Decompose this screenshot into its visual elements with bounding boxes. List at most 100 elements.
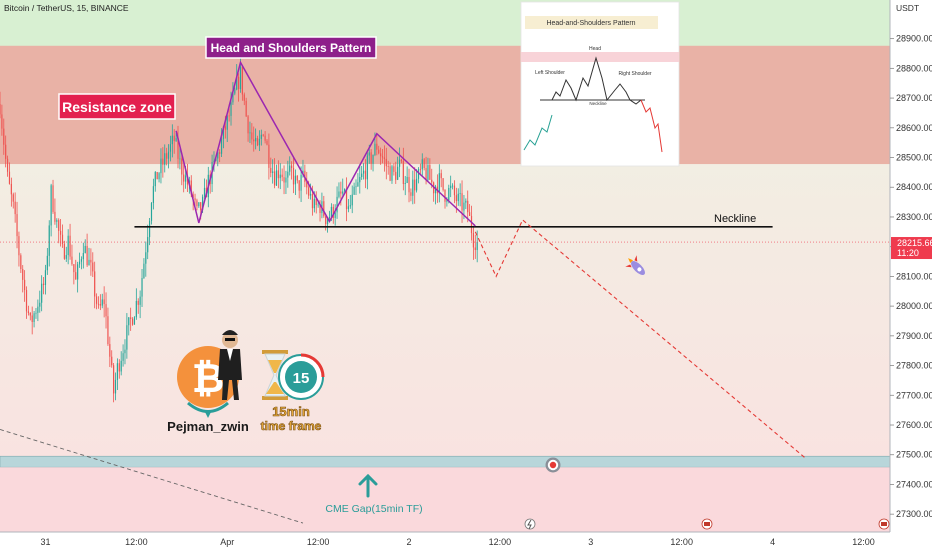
resistance-label: Resistance zone xyxy=(62,99,172,115)
candle-body xyxy=(446,200,448,202)
candle-body xyxy=(385,158,387,167)
candle-body xyxy=(406,176,408,183)
candle-body xyxy=(35,312,37,314)
candle-body xyxy=(82,253,84,260)
candle-body xyxy=(419,169,421,171)
candle-body xyxy=(27,311,30,313)
candle-body xyxy=(103,299,105,305)
candle-body xyxy=(349,205,351,207)
candle-body xyxy=(270,167,272,173)
inset-pattern-line xyxy=(551,56,642,105)
price-tick-label: 28700.00 xyxy=(896,93,932,103)
candle-body xyxy=(351,194,353,206)
candle-body xyxy=(402,160,404,184)
candle-body xyxy=(59,230,62,235)
candle-body xyxy=(133,317,136,325)
candle-body xyxy=(283,177,285,183)
candle-body xyxy=(315,198,317,205)
candle-body xyxy=(131,318,134,325)
candle-body xyxy=(213,160,215,162)
author-name: Pejman_zwin xyxy=(167,419,249,434)
candle-body xyxy=(0,104,1,115)
candle-body xyxy=(294,175,297,185)
candle-body xyxy=(166,153,168,159)
candle-body xyxy=(120,360,122,372)
candle-body xyxy=(105,304,107,317)
candle-body xyxy=(116,363,119,380)
candle-body xyxy=(24,279,26,291)
candle-body xyxy=(114,379,117,394)
candle-body xyxy=(237,76,240,90)
candle-body xyxy=(29,312,31,316)
candle-body xyxy=(164,153,166,165)
candle-body xyxy=(298,180,300,191)
candle-body xyxy=(417,169,420,179)
overlays-layer xyxy=(0,60,890,524)
candle-body xyxy=(398,159,401,167)
candle-body xyxy=(192,194,194,199)
price-tick-label: 28300.00 xyxy=(896,212,932,222)
inset-head-label: Head xyxy=(589,46,601,52)
candle-body xyxy=(277,170,279,179)
candle-body xyxy=(71,256,73,265)
candle-body xyxy=(186,175,189,185)
upper-green-band xyxy=(0,0,890,48)
candle-body xyxy=(325,216,327,225)
candle-body xyxy=(275,170,278,186)
candle-body xyxy=(80,259,83,262)
candle-body xyxy=(381,156,384,158)
candle-body xyxy=(336,196,338,213)
candle-body xyxy=(167,151,170,159)
cme-label: CME Gap(15min TF) xyxy=(325,503,422,515)
inset-up-leg xyxy=(523,114,553,151)
candle-body xyxy=(88,259,90,266)
candle-body xyxy=(97,303,100,305)
timer-number: 15 xyxy=(293,370,310,387)
candle-body xyxy=(145,252,147,264)
candle-body xyxy=(292,167,295,185)
candle-body xyxy=(427,165,429,180)
candle-body xyxy=(364,170,367,180)
candle-body xyxy=(230,102,232,116)
candle-body xyxy=(135,300,137,318)
candle-body xyxy=(429,165,431,180)
time-tick-label: 2 xyxy=(407,537,412,547)
candle-body xyxy=(361,173,363,178)
candle-body xyxy=(412,179,414,196)
candle-body xyxy=(171,135,173,145)
candle-body xyxy=(154,172,156,187)
candle-body xyxy=(300,174,302,191)
candle-body xyxy=(200,202,202,211)
candle-body xyxy=(380,153,382,157)
candle-body xyxy=(99,304,101,306)
candle-body xyxy=(260,134,262,139)
time-axis-bg xyxy=(0,532,932,550)
candle-body xyxy=(376,143,378,150)
candle-body xyxy=(357,182,359,187)
candle-body xyxy=(330,206,332,217)
candle-body xyxy=(323,201,325,217)
candle-body xyxy=(395,171,397,180)
candle-body xyxy=(448,187,450,201)
candle-body xyxy=(442,178,444,190)
candle-body xyxy=(46,255,48,271)
candle-body xyxy=(14,201,16,215)
candle-body xyxy=(338,191,340,197)
candle-body xyxy=(190,180,192,195)
character-icon xyxy=(218,330,242,400)
candle-body xyxy=(347,206,350,210)
candle-body xyxy=(472,233,475,248)
candle-body xyxy=(179,158,181,160)
candle-body xyxy=(143,263,145,279)
candle-body xyxy=(48,225,50,256)
price-tick-label: 27800.00 xyxy=(896,361,932,371)
current-price-badge: 28215.66 11:20 xyxy=(891,237,932,260)
candle-body xyxy=(219,152,221,154)
candle-body xyxy=(42,283,45,285)
candle-body xyxy=(109,344,111,357)
author-logo: ₿ Pejman_zwin xyxy=(167,330,249,434)
resistance-label-box: Resistance zone xyxy=(58,93,176,120)
candle-body xyxy=(463,202,465,211)
price-tick-label: 28500.00 xyxy=(896,153,932,163)
